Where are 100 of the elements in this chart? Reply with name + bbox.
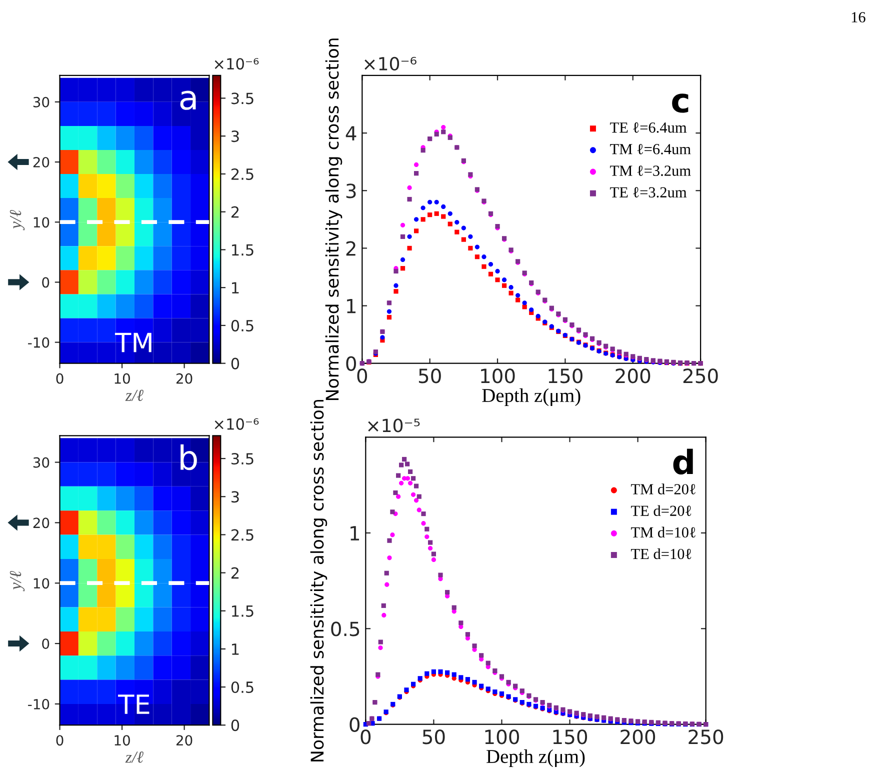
color-bar-label: 1 — [232, 644, 239, 655]
color-bar-label: 1 — [232, 282, 239, 294]
annotation: d — [673, 448, 693, 475]
x-tick-label: 100 — [485, 730, 519, 744]
point — [474, 254, 480, 260]
legend-label: TM ℓ=6.4um — [610, 144, 691, 154]
point — [434, 211, 439, 216]
color-bar-label: 3 — [232, 130, 239, 142]
point — [474, 244, 480, 250]
color-bar-label: 3.5 — [232, 92, 254, 104]
point — [414, 162, 419, 168]
point — [508, 290, 514, 296]
color-bar-label: 0.5 — [231, 681, 254, 694]
x-tick-label: 0 — [56, 373, 64, 384]
point — [428, 212, 432, 218]
text: ×10⁻⁶ — [214, 418, 259, 430]
color-bar-label: 1.5 — [232, 244, 254, 256]
point — [465, 677, 470, 682]
point — [516, 293, 520, 298]
point — [461, 237, 466, 242]
point — [495, 278, 500, 282]
point — [495, 268, 500, 274]
point — [407, 234, 412, 239]
y-axis-title: Normalized sensitivity along cross section — [325, 38, 342, 400]
point — [400, 266, 406, 271]
point — [386, 309, 392, 314]
point — [420, 148, 426, 153]
point — [394, 283, 398, 288]
annotation: TE — [118, 694, 150, 714]
y-tick-label: 0 — [346, 356, 356, 371]
y-axis-title: y/ℓ — [10, 570, 25, 592]
point — [454, 220, 460, 225]
x-tick-label: 20 — [176, 735, 192, 746]
text: ×10⁻⁶ — [214, 58, 259, 70]
point — [452, 672, 456, 677]
text: ×10⁻⁶ — [364, 56, 416, 71]
y-tick-label: 20 — [33, 518, 50, 528]
point — [414, 171, 419, 176]
y-tick-label: 1 — [350, 526, 360, 540]
x-tick-label: 250 — [683, 368, 718, 384]
point — [536, 314, 540, 318]
point — [434, 200, 439, 204]
point — [522, 300, 527, 306]
point — [407, 196, 412, 202]
annotation: a — [180, 90, 196, 110]
legend-label: TE ℓ=3.2um — [610, 187, 687, 198]
point — [488, 272, 494, 276]
legend-label: TE d=10ℓ — [631, 548, 692, 560]
point — [420, 206, 426, 210]
x-tick-label: 250 — [688, 730, 724, 744]
y-tick-label: 0 — [42, 638, 50, 649]
legend-label: TE d=20ℓ — [631, 505, 692, 516]
point — [380, 335, 385, 340]
y-axis-title: Normalized sensitivity along cross section — [310, 400, 328, 762]
point — [468, 246, 473, 250]
point — [508, 285, 514, 290]
x-tick-label: 10 — [114, 735, 130, 746]
point — [529, 307, 534, 312]
point — [482, 264, 486, 269]
y-axis-title: y/ℓ — [10, 210, 25, 230]
color-bar-label: 0 — [231, 358, 240, 370]
color-bar-label: 0 — [231, 720, 240, 732]
legend-label: TM d=10ℓ — [631, 526, 696, 538]
point — [438, 669, 443, 674]
legend-label: TM ℓ=3.2um — [610, 166, 691, 176]
y-tick-label: -10 — [28, 698, 50, 710]
x-tick-label: 50 — [422, 730, 445, 744]
point — [502, 283, 507, 288]
point — [454, 230, 460, 234]
y-tick-label: 1 — [347, 298, 356, 314]
y-tick-label: 10 — [34, 217, 50, 228]
x-tick-label: 200 — [616, 368, 650, 384]
point — [445, 670, 450, 675]
point — [448, 211, 452, 216]
x-tick-label: 0 — [360, 730, 371, 744]
y-tick-label: 30 — [33, 457, 50, 468]
point — [407, 185, 412, 190]
point — [400, 257, 406, 262]
x-tick-label: 10 — [114, 373, 130, 384]
x-tick-label: 20 — [176, 373, 192, 384]
color-bar-label: 0.5 — [231, 320, 254, 332]
color-bar-label: 2.5 — [231, 529, 254, 541]
color-bar-label: 2 — [231, 567, 239, 579]
point — [394, 289, 398, 294]
y-tick-label: 3 — [346, 184, 356, 198]
color-bar-label: 1.5 — [232, 606, 254, 617]
y-tick-label: 2 — [346, 241, 356, 256]
x-tick-label: 200 — [620, 730, 656, 744]
y-tick-label: 0 — [42, 277, 50, 288]
point — [414, 228, 419, 234]
y-tick-label: -10 — [28, 337, 50, 348]
point — [386, 314, 392, 320]
y-tick-label: 10 — [34, 578, 50, 589]
y-tick-label: 30 — [33, 96, 50, 108]
legend-label: TE ℓ=6.4um — [610, 122, 687, 133]
x-axis-title: Depth z(μm) — [486, 749, 585, 768]
annotation: TM — [114, 332, 152, 352]
point — [407, 246, 412, 250]
x-tick-label: 150 — [553, 730, 588, 744]
point — [441, 214, 446, 219]
